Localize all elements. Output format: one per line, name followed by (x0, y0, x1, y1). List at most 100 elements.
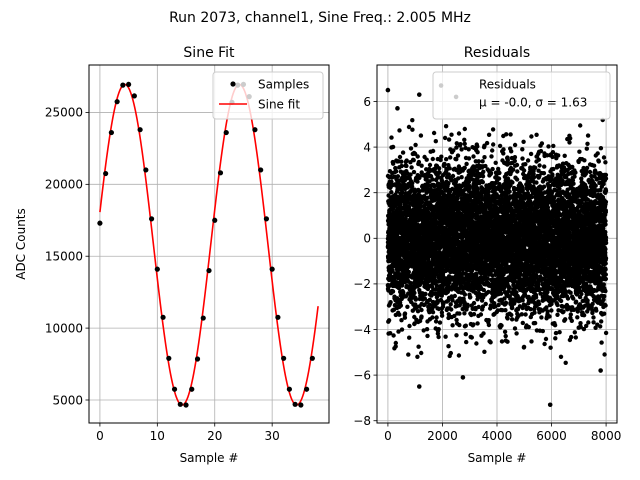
residual-point (464, 161, 469, 167)
residual-point (415, 179, 420, 184)
residual-point (419, 199, 425, 205)
residual-point (483, 301, 488, 307)
residual-point (427, 297, 432, 302)
residual-point (406, 352, 411, 357)
residual-point (512, 142, 518, 148)
residual-point (428, 186, 433, 192)
residual-point (481, 331, 486, 336)
residual-point (437, 166, 442, 171)
residual-point (452, 293, 457, 299)
sample-point (212, 217, 218, 223)
residual-point (424, 327, 430, 332)
residual-point (388, 331, 393, 336)
residual-point (427, 162, 433, 168)
residual-point (391, 161, 396, 166)
residual-point (455, 153, 461, 158)
residual-point (391, 333, 396, 338)
residual-point (463, 332, 468, 337)
sample-point (252, 127, 258, 133)
residual-point (400, 150, 406, 155)
residual-point (509, 317, 515, 322)
residual-point (457, 322, 462, 328)
residual-point (406, 269, 411, 275)
sample-point (137, 127, 143, 133)
legend-samples-marker (230, 81, 236, 87)
sample-point (114, 99, 120, 105)
residual-point (501, 147, 506, 152)
sine-fit-y-tick-label: 25000 (45, 106, 83, 120)
residual-point (496, 302, 501, 308)
residual-point (402, 311, 408, 316)
residual-point (430, 156, 435, 162)
residual-point (430, 310, 436, 315)
residual-point (413, 142, 418, 148)
residual-point (390, 268, 395, 273)
residual-point (505, 316, 510, 321)
residual-point (437, 320, 443, 325)
residual-point (448, 155, 453, 160)
residual-point (510, 180, 515, 185)
sine-fit-line (99, 83, 319, 406)
residual-point (390, 144, 396, 150)
residual-point (510, 305, 515, 311)
residual-point (478, 312, 484, 317)
residual-point (399, 163, 404, 169)
sine-fit-title: Sine Fit (183, 45, 235, 61)
sample-point (131, 93, 137, 99)
residual-point (474, 341, 479, 346)
residual-point (466, 147, 471, 152)
sine-fit-legend-box (212, 71, 324, 120)
sample-point (103, 170, 109, 177)
residual-point (458, 142, 463, 147)
residual-point (449, 132, 454, 137)
sample-point (269, 266, 275, 272)
residual-point (434, 315, 439, 320)
residual-point (509, 149, 514, 154)
sine-fit-x-tick-label: 0 (96, 429, 104, 443)
sample-point (258, 167, 264, 173)
residual-point (405, 304, 410, 309)
residual-point (404, 158, 409, 163)
residual-point (409, 184, 415, 189)
residual-point (439, 313, 445, 318)
residual-point (389, 135, 394, 140)
residual-point (484, 140, 490, 146)
residual-point (486, 322, 492, 328)
residual-point (496, 176, 502, 181)
residual-point (499, 339, 505, 344)
residual-point (412, 321, 417, 326)
residual-point (412, 290, 417, 296)
residual-point (481, 169, 486, 174)
residual-point (514, 177, 520, 182)
residual-point (406, 124, 412, 130)
residual-point (427, 302, 432, 307)
residual-point (446, 344, 451, 349)
residual-point (422, 296, 427, 301)
figure-title: Run 2073, channel1, Sine Freq.: 2.005 MH… (169, 10, 471, 26)
residual-point (419, 314, 424, 319)
sample-point (292, 401, 298, 407)
residual-point (416, 159, 422, 165)
sine-fit-y-tick-label: 10000 (45, 321, 83, 335)
sample-point (263, 216, 270, 222)
residual-point (436, 334, 441, 340)
residual-point (416, 274, 421, 279)
residual-point (393, 340, 398, 346)
residual-point (410, 118, 415, 123)
sample-point (108, 129, 114, 136)
sample-point (126, 81, 132, 88)
residual-point (446, 137, 452, 142)
residual-point (488, 340, 493, 345)
residual-point (433, 319, 439, 324)
residual-point (418, 133, 424, 138)
residual-point (514, 290, 519, 295)
sine-fit-line-layer (99, 83, 319, 406)
residual-point (415, 354, 420, 359)
residual-point (464, 339, 469, 345)
residual-point (399, 318, 404, 323)
residual-point (443, 124, 449, 129)
residual-point (502, 329, 508, 334)
residual-point (419, 163, 424, 168)
residual-point (512, 155, 518, 160)
residual-point (491, 142, 496, 147)
